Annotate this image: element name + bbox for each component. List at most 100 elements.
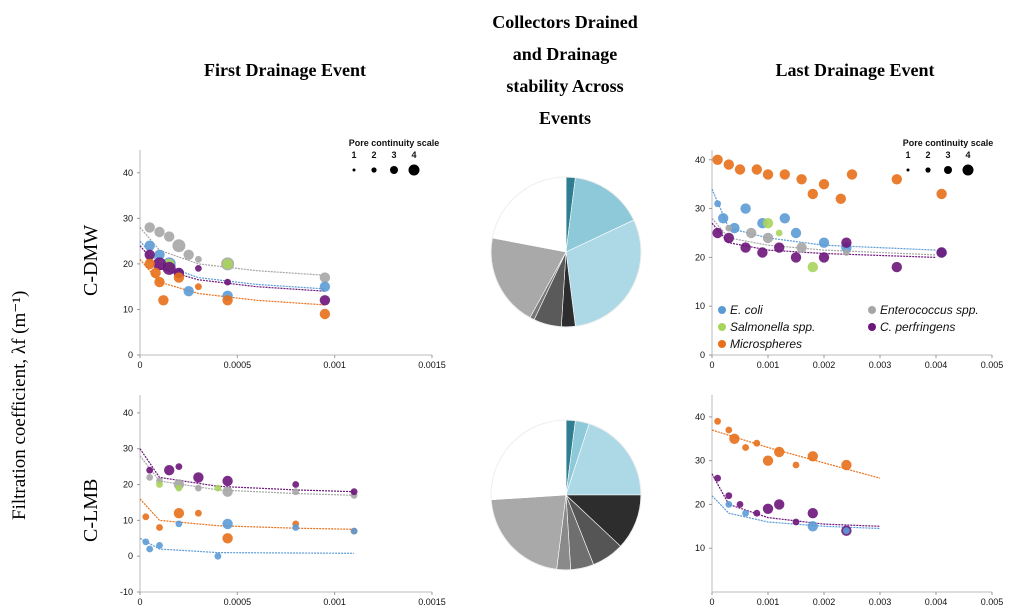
x-tick-label: 0 xyxy=(709,360,714,370)
pore-scale-dot xyxy=(906,168,910,172)
pore-scale-dot xyxy=(352,168,356,172)
enterococcus-point xyxy=(183,249,194,260)
ecoli-point xyxy=(156,542,163,549)
ecoli-point xyxy=(729,222,740,234)
microspheres-point xyxy=(714,417,721,425)
y-tick-label: 10 xyxy=(123,304,133,314)
pie-slice xyxy=(490,494,567,570)
perfringens-fit-line xyxy=(711,222,937,258)
enterococcus-fit-line xyxy=(711,217,937,256)
y-tick-label: 20 xyxy=(123,259,133,269)
ecoli-point xyxy=(154,249,165,260)
pore-continuity-scale: Pore continuity scale 1 2 3 4 xyxy=(903,138,993,176)
center-title-line: and Drainage xyxy=(512,44,618,64)
center-title-line: Events xyxy=(538,108,591,128)
ecoli-point xyxy=(175,520,183,528)
microspheres-point xyxy=(762,169,774,180)
perfringens-point xyxy=(164,465,175,476)
salmonella-point xyxy=(214,484,222,492)
perfringens-point xyxy=(736,501,744,508)
microspheres-point xyxy=(712,154,723,165)
microspheres-point xyxy=(818,179,830,190)
y-tick-label: 20 xyxy=(123,480,133,490)
pore-scale-label: 3 xyxy=(945,150,950,160)
ecoli-point xyxy=(843,527,850,535)
perfringens-point xyxy=(757,247,768,258)
pie-lmb xyxy=(490,419,642,571)
ecoli-point xyxy=(214,552,222,560)
enterococcus-point xyxy=(144,222,155,233)
x-tick-label: 0.0005 xyxy=(224,597,252,607)
y-tick-label: 40 xyxy=(123,168,133,178)
microspheres-point xyxy=(729,433,740,444)
y-tick-label: 20 xyxy=(695,499,705,509)
microspheres-point xyxy=(751,164,762,175)
center-title-line: Collectors Drained xyxy=(492,12,638,32)
pore-scale-dot xyxy=(925,167,931,173)
enterococcus-point xyxy=(319,272,331,283)
enterococcus-point xyxy=(172,239,186,253)
y-tick-label: 40 xyxy=(695,155,705,165)
enterococcus-point xyxy=(762,232,774,244)
perfringens-point xyxy=(807,508,818,519)
perfringens-point xyxy=(792,518,800,526)
microspheres-point xyxy=(841,459,852,471)
microspheres-point xyxy=(762,455,774,466)
pore-scale-label: 4 xyxy=(965,150,970,160)
microspheres-point xyxy=(156,524,163,531)
perfringens-point xyxy=(818,252,830,263)
perfringens-point xyxy=(774,242,785,253)
y-tick-label: 40 xyxy=(123,408,133,418)
legend-label: Microspheres xyxy=(730,337,802,351)
x-tick-label: 0.001 xyxy=(757,360,780,370)
ecoli-point xyxy=(725,501,733,508)
enterococcus-point xyxy=(195,255,202,263)
enterococcus-point xyxy=(796,242,807,253)
microspheres-fit-line xyxy=(139,498,355,530)
perfringens-point xyxy=(292,481,300,488)
y-tick-label: 40 xyxy=(695,412,705,422)
ecoli-point xyxy=(718,213,729,224)
microspheres-point xyxy=(154,276,165,288)
y-tick-label: 30 xyxy=(123,213,133,223)
salmonella-point xyxy=(156,481,163,488)
microspheres-point xyxy=(742,444,749,451)
enterococcus-point xyxy=(154,226,165,238)
pore-scale-label: 1 xyxy=(351,150,356,160)
microspheres-point xyxy=(774,446,785,458)
pore-scale-label: 2 xyxy=(925,150,930,160)
ecoli-fit-line xyxy=(139,537,355,554)
legend-label: Enterococcus spp. xyxy=(880,303,979,317)
x-tick-label: 0.001 xyxy=(323,597,346,607)
first-lmb-plot xyxy=(137,395,433,595)
x-tick-label: 0.004 xyxy=(925,597,948,607)
y-tick-label: 10 xyxy=(695,543,705,553)
x-tick-label: 0.0015 xyxy=(418,360,446,370)
microspheres-point xyxy=(846,169,858,180)
center-title: Collectors Drained and Drainage stabilit… xyxy=(470,6,660,134)
enterococcus-point xyxy=(725,224,733,232)
microspheres-point xyxy=(222,533,233,544)
legend-label: E. coli xyxy=(730,303,763,317)
center-title-line: stability Across xyxy=(506,76,624,96)
perfringens-point xyxy=(841,237,852,248)
pore-scale-label: 4 xyxy=(411,150,416,160)
enterococcus-point xyxy=(292,488,300,496)
pie-slice xyxy=(490,419,567,501)
perfringens-point xyxy=(936,247,947,258)
ecoli-point xyxy=(222,518,233,530)
legend-swatch xyxy=(718,323,726,331)
x-tick-label: 0.003 xyxy=(869,597,892,607)
enterococcus-point xyxy=(195,484,202,492)
perfringens-point xyxy=(712,227,723,239)
microspheres-point xyxy=(792,461,800,469)
pore-scale-dot xyxy=(944,166,952,174)
perfringens-point xyxy=(222,475,233,487)
x-tick-label: 0 xyxy=(137,597,142,607)
perfringens-point xyxy=(144,249,155,260)
pie-dmw xyxy=(490,176,642,328)
y-tick-label: 30 xyxy=(695,456,705,466)
microspheres-point xyxy=(150,267,161,279)
microspheres-point xyxy=(835,193,846,204)
microspheres-point xyxy=(807,451,818,462)
